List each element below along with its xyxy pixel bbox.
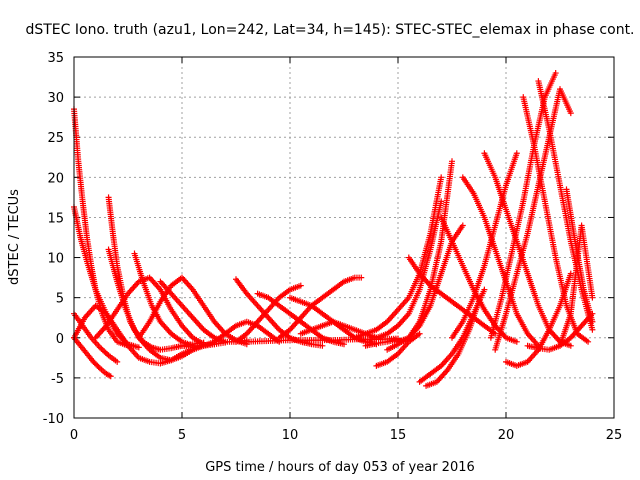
- data-point: [438, 174, 445, 181]
- y-tick-label: 35: [47, 51, 64, 66]
- data-series: [233, 282, 304, 345]
- data-series: [492, 86, 574, 353]
- data-point: [449, 158, 455, 165]
- data-series: [131, 250, 229, 349]
- data-point: [416, 330, 423, 337]
- plot-frame: [73, 56, 615, 419]
- y-tick-label: -5: [51, 372, 64, 387]
- data-point: [567, 342, 574, 349]
- data-series: [105, 246, 207, 353]
- y-tick-label: 15: [47, 211, 64, 226]
- data-point: [567, 110, 574, 117]
- x-tick-label: 20: [498, 428, 515, 443]
- data-series: [373, 330, 423, 369]
- data-point: [589, 326, 596, 333]
- x-tick-label: 0: [70, 428, 78, 443]
- y-tick-label: 20: [47, 171, 64, 186]
- data-series: [524, 310, 596, 353]
- x-tick-label: 5: [178, 428, 186, 443]
- data-point: [589, 294, 596, 301]
- y-tick-label: 30: [47, 91, 64, 106]
- data-point: [297, 282, 304, 289]
- data-point: [107, 373, 114, 380]
- x-tick-label: 10: [282, 428, 299, 443]
- data-series: [276, 274, 365, 341]
- data-point: [567, 270, 574, 277]
- x-tick-label: 15: [390, 428, 407, 443]
- y-tick-label: 10: [47, 252, 64, 267]
- data-point: [319, 342, 326, 349]
- data-point: [481, 286, 488, 293]
- data-point: [552, 70, 559, 77]
- data-series: [179, 318, 283, 351]
- data-point: [135, 344, 142, 351]
- x-axis-label: GPS time / hours of day 053 of year 2016: [205, 460, 475, 475]
- data-series: [395, 158, 455, 345]
- data-point: [513, 150, 520, 157]
- data-point: [114, 358, 121, 365]
- data-point: [589, 310, 596, 317]
- data-series: [362, 336, 401, 349]
- axis-ticks: [73, 56, 615, 419]
- data-series: [449, 150, 520, 341]
- data-point: [95, 363, 102, 370]
- data-series: [563, 186, 596, 325]
- data-point: [589, 318, 596, 325]
- data-series: [92, 274, 207, 348]
- y-tick-label: 25: [47, 131, 64, 146]
- y-axis-label: dSTEC / TECUs: [7, 189, 22, 285]
- data-points: [71, 70, 596, 389]
- data-series: [405, 254, 499, 337]
- chart-title: dSTEC Iono. truth (azu1, Lon=242, Lat=34…: [25, 22, 634, 38]
- data-point: [513, 338, 520, 345]
- data-series: [503, 270, 574, 369]
- data-series: [423, 294, 484, 389]
- y-tick-label: 0: [56, 332, 64, 347]
- data-series: [351, 174, 445, 341]
- grid-lines: [74, 57, 614, 418]
- data-point: [358, 274, 365, 281]
- y-tick-label: -10: [43, 412, 64, 427]
- tick-labels: 0 5 10 15 20 25 -10 -5 0 5 10 15 20 25 30 35: [43, 51, 623, 443]
- data-point: [585, 338, 592, 345]
- data-point: [459, 222, 466, 229]
- y-tick-label: 5: [56, 292, 64, 307]
- x-tick-label: 25: [606, 428, 623, 443]
- data-series: [487, 70, 559, 341]
